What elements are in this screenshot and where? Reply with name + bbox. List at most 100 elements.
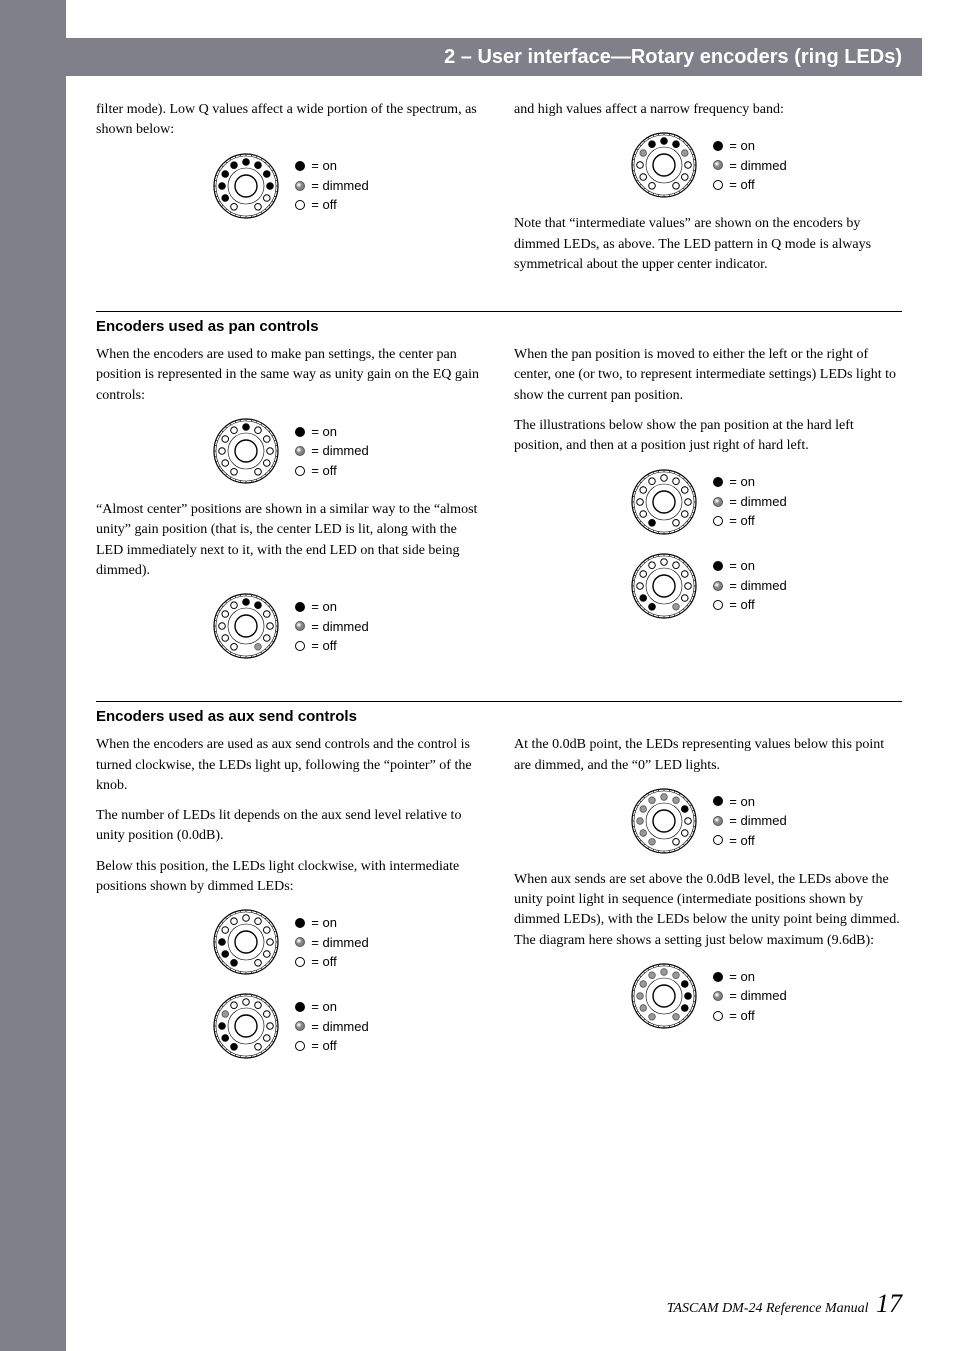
dot-on-icon: [713, 796, 723, 806]
legend-dimmed: = dimmed: [713, 576, 786, 596]
encoder-pancenter: [211, 416, 281, 486]
legend-on: = on: [295, 913, 368, 933]
legend-on-label: = on: [729, 136, 755, 156]
fig-panalmost-group: = on = dimmed = off: [211, 591, 368, 661]
legend-off: = off: [713, 511, 786, 531]
pan-heading: Encoders used as pan controls: [96, 318, 902, 335]
legend-on: = on: [295, 597, 368, 617]
legend-off-label: = off: [729, 175, 754, 195]
fig-highq: = on = dimmed = off: [514, 130, 902, 200]
legend-on-label: = on: [311, 597, 337, 617]
fig-aux0db-group: = on = dimmed = off: [629, 786, 786, 856]
dot-off-icon: [295, 641, 305, 651]
aux-heading: Encoders used as aux send controls: [96, 708, 902, 725]
intro-right: and high values affect a narrow frequenc…: [514, 100, 902, 285]
legend-on-label: = on: [311, 422, 337, 442]
legend-on-label: = on: [729, 556, 755, 576]
legend: = on = dimmed = off: [295, 156, 368, 215]
pan-right: When the pan position is moved to either…: [514, 345, 902, 675]
fig-panalmost: = on = dimmed = off: [96, 591, 484, 661]
page-title: 2 – User interface—Rotary encoders (ring…: [444, 46, 902, 69]
legend-on-label: = on: [729, 472, 755, 492]
legend-on: = on: [713, 136, 786, 156]
fig-auxbelow1: = on = dimmed = off: [96, 907, 484, 977]
legend-on: = on: [295, 997, 368, 1017]
pan-right-p1: When the pan position is moved to either…: [514, 345, 902, 406]
dot-off-icon: [295, 1041, 305, 1051]
legend: = on = dimmed = off: [713, 136, 786, 195]
dot-dimmed-icon: [295, 446, 305, 456]
legend-off: = off: [295, 636, 368, 656]
encoder-panalmost: [211, 591, 281, 661]
legend: = on = dimmed = off: [713, 556, 786, 615]
dot-on-icon: [295, 602, 305, 612]
legend-on-label: = on: [729, 967, 755, 987]
legend-dimmed: = dimmed: [295, 933, 368, 953]
legend-on: = on: [713, 556, 786, 576]
intro-right-text: and high values affect a narrow frequenc…: [514, 100, 902, 120]
dot-dimmed-icon: [295, 1021, 305, 1031]
legend-on: = on: [713, 472, 786, 492]
intro-row: filter mode). Low Q values affect a wide…: [96, 100, 902, 285]
legend-dimmed: = dimmed: [295, 441, 368, 461]
dot-dimmed-icon: [713, 991, 723, 1001]
legend-dimmed: = dimmed: [295, 176, 368, 196]
header: 2 – User interface—Rotary encoders (ring…: [66, 38, 922, 76]
dot-dimmed-icon: [713, 160, 723, 170]
legend-on: = on: [713, 792, 786, 812]
legend: = on = dimmed = off: [713, 472, 786, 531]
legend-off-label: = off: [311, 461, 336, 481]
fig-pancenter-group: = on = dimmed = off: [211, 416, 368, 486]
fig-panjustright-group: = on = dimmed = off: [629, 551, 786, 621]
dot-off-icon: [295, 466, 305, 476]
fig-panjustright: = on = dimmed = off: [514, 551, 902, 621]
dot-off-icon: [713, 600, 723, 610]
fig-panhardleft: = on = dimmed = off: [514, 467, 902, 537]
legend-on-label: = on: [311, 156, 337, 176]
legend-dimmed-label: = dimmed: [729, 492, 786, 512]
encoder-aux0db: [629, 786, 699, 856]
intro-note: Note that “intermediate values” are show…: [514, 214, 902, 275]
legend-off-label: = off: [311, 195, 336, 215]
dot-off-icon: [295, 200, 305, 210]
aux-right-p2: When aux sends are set above the 0.0dB l…: [514, 870, 902, 951]
encoder-auxbelow2: [211, 991, 281, 1061]
pan-left-p2: “Almost center” positions are shown in a…: [96, 500, 484, 581]
fig-lowq-group: = on = dimmed = off: [211, 151, 368, 221]
encoder-lowq: [211, 151, 281, 221]
dot-on-icon: [713, 972, 723, 982]
intro-left: filter mode). Low Q values affect a wide…: [96, 100, 484, 285]
legend-off-label: = off: [311, 636, 336, 656]
dot-on-icon: [295, 1002, 305, 1012]
legend-on: = on: [295, 422, 368, 442]
legend-on-label: = on: [311, 913, 337, 933]
legend-off: = off: [713, 831, 786, 851]
legend-on: = on: [713, 967, 786, 987]
legend-on-label: = on: [311, 997, 337, 1017]
legend: = on = dimmed = off: [295, 597, 368, 656]
legend-off: = off: [713, 1006, 786, 1026]
legend-dimmed-label: = dimmed: [729, 576, 786, 596]
fig-aux0db: = on = dimmed = off: [514, 786, 902, 856]
legend: = on = dimmed = off: [713, 792, 786, 851]
fig-panhardleft-group: = on = dimmed = off: [629, 467, 786, 537]
legend-off-label: = off: [729, 595, 754, 615]
legend-off: = off: [713, 175, 786, 195]
divider: [96, 311, 902, 312]
aux-right: At the 0.0dB point, the LEDs representin…: [514, 735, 902, 1075]
pan-left: When the encoders are used to make pan s…: [96, 345, 484, 675]
legend-off: = off: [713, 595, 786, 615]
dot-on-icon: [713, 141, 723, 151]
dot-off-icon: [713, 516, 723, 526]
dot-on-icon: [713, 477, 723, 487]
dot-dimmed-icon: [295, 621, 305, 631]
legend-on-label: = on: [729, 792, 755, 812]
content: filter mode). Low Q values affect a wide…: [96, 100, 902, 1075]
dot-off-icon: [713, 180, 723, 190]
legend-dimmed: = dimmed: [295, 1017, 368, 1037]
pan-row: When the encoders are used to make pan s…: [96, 345, 902, 675]
dot-dimmed-icon: [713, 497, 723, 507]
legend: = on = dimmed = off: [295, 422, 368, 481]
legend-dimmed-label: = dimmed: [311, 617, 368, 637]
legend-dimmed-label: = dimmed: [311, 176, 368, 196]
